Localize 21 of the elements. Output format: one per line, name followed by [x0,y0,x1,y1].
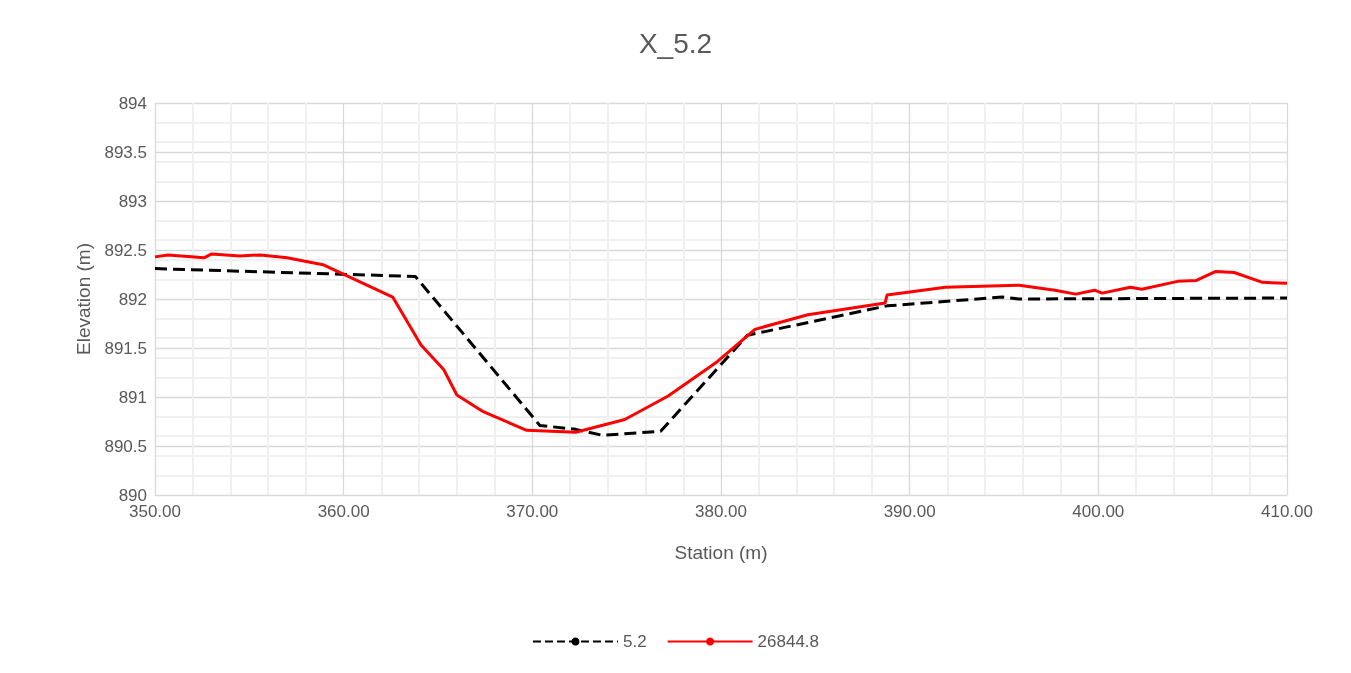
x-tick-label: 410.00 [1261,502,1313,521]
x-tick-label: 350.00 [129,502,181,521]
y-tick-label: 890.5 [104,436,147,456]
x-tick-label: 400.00 [1072,502,1125,521]
y-tick-label: 891 [118,387,147,407]
chart-title: X_5.2 [638,27,713,59]
y-tick-label: 893 [118,191,147,211]
y-tick-label: 892 [118,289,147,309]
y-tick-label: 892.5 [104,240,147,260]
x-tick-label: 360.00 [317,502,370,521]
y-tick-label: 893.5 [104,142,147,162]
x-axis-title: Station (m) [674,542,768,563]
legend-label: 26844.8 [757,632,820,651]
legend-label: 5.2 [622,632,647,651]
x-tick-label: 370.00 [506,502,559,521]
y-tick-label: 891.5 [104,338,147,358]
y-tick-label: 890 [118,485,147,505]
x-tick-label: 390.00 [883,502,936,521]
y-axis-title: Elevation (m) [73,243,94,355]
y-tick-label: 894 [118,93,147,113]
x-tick-label: 380.00 [695,502,747,521]
